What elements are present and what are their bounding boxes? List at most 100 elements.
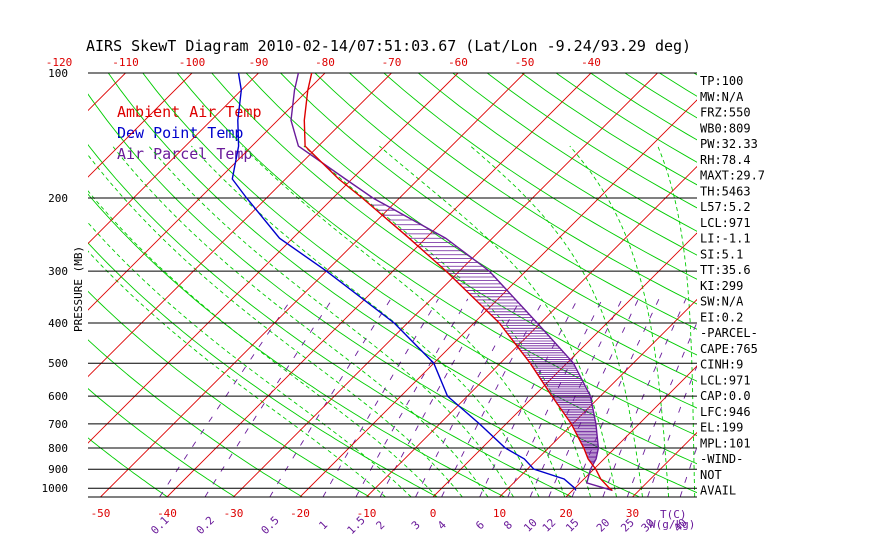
dry-adiabat-line (866, 73, 870, 497)
isotherm-line (0, 73, 59, 497)
top-temp-tick-label: -70 (382, 56, 402, 69)
bottom-temp-tick-label: -30 (224, 507, 244, 520)
moist-adiabat-line (657, 145, 696, 497)
mixing-ratio-tick-label: 20 (594, 516, 613, 535)
dry-adiabat-line (349, 73, 697, 305)
mixing-ratio-line (415, 298, 522, 497)
isotherm-line (88, 73, 193, 178)
dry-adiabat-line (383, 73, 697, 280)
x-axis-label-temp: T(C) (660, 508, 687, 521)
dry-adiabat-line (176, 73, 697, 437)
dry-adiabat-line (797, 73, 870, 497)
stat-entry: EL:199 (700, 421, 743, 435)
pressure-tick-label: 300 (48, 265, 68, 278)
moist-adiabat-line (379, 145, 617, 497)
stat-entry: FRZ:550 (700, 106, 751, 120)
dry-adiabat-line (832, 73, 870, 497)
mixing-ratio-tick-label: 3 (409, 518, 423, 532)
isotherm-line (166, 73, 592, 497)
legend-entry: Air Parcel Temp (117, 145, 252, 163)
mixing-ratio-tick-label: 2 (374, 518, 388, 532)
top-temp-tick-label: -90 (249, 56, 269, 69)
isotherm-line (88, 73, 326, 311)
mixing-ratio-tick-label: 12 (540, 516, 559, 535)
stat-entry: LI:-1.1 (700, 232, 751, 246)
dry-adiabat-line (88, 193, 505, 497)
dry-adiabat-line (486, 73, 697, 209)
stat-entry: LCL:971 (700, 373, 751, 387)
top-temp-tick-label: -100 (179, 56, 206, 69)
legend: Ambient Air Temp Dew Point Temp Air Parcel… (117, 103, 262, 163)
isotherm-line (88, 73, 259, 245)
moist-adiabat-line (470, 145, 643, 497)
top-temp-tick-label: -110 (112, 56, 139, 69)
dry-adiabat-line (88, 144, 573, 497)
dry-adiabat-line (88, 290, 371, 497)
stat-entry: SW:N/A (700, 295, 744, 309)
isotherm-line (100, 73, 525, 497)
bottom-temp-tick-label: 20 (559, 507, 572, 520)
mixing-ratio-line (379, 298, 490, 497)
stat-entry: CAP:0.0 (700, 389, 751, 403)
stat-entry: NOT (700, 468, 722, 482)
temperature-line (303, 73, 613, 492)
top-temp-tick-label: -80 (315, 56, 335, 69)
mixing-ratio-tick-label: 4 (435, 518, 449, 532)
isotherm-line (766, 73, 870, 497)
isotherm-line (88, 73, 392, 378)
chart-title: AIRS SkewT Diagram 2010-02-14/07:51:03.6… (86, 37, 691, 55)
bottom-temp-tick-label: 30 (626, 507, 639, 520)
mixing-ratio-tick-label: 1 (316, 518, 330, 532)
stat-entry: MPL:101 (700, 436, 751, 450)
isotherm-line (432, 232, 697, 497)
bottom-temp-tick-label: 0 (430, 507, 437, 520)
isotherm-line (88, 73, 126, 112)
moist-adiabat-line (191, 145, 540, 497)
stat-entry: KI:299 (700, 279, 743, 293)
legend-entry: Dew Point Temp (117, 124, 243, 142)
top-temp-tick-label: -40 (581, 56, 601, 69)
dry-adiabat-line (88, 242, 438, 497)
pressure-tick-label: 200 (48, 192, 68, 205)
dry-adiabat-line (88, 388, 236, 497)
dry-adiabat-line (88, 437, 168, 497)
stat-entry: LFC:946 (700, 405, 751, 419)
pressure-tick-label: 500 (48, 357, 68, 370)
grid (0, 72, 870, 498)
top-temp-tick-label: -50 (515, 56, 535, 69)
pressure-tick-label: 700 (48, 418, 68, 431)
mixing-ratio-line (322, 298, 439, 497)
stat-entry: MW:N/A (700, 90, 744, 104)
mixing-ratio-tick-label: 10 (521, 516, 540, 535)
top-temp-tick-label: -60 (448, 56, 468, 69)
stat-entry: TH:5463 (700, 184, 751, 198)
stat-entry: RH:78.4 (700, 153, 751, 167)
top-temp-tick-label: -120 (46, 56, 73, 69)
dry-adiabat-line (280, 73, 697, 356)
bottom-temp-tick-label: -40 (157, 507, 177, 520)
stat-entry: SI:5.1 (700, 247, 743, 261)
stat-entry: -WIND- (700, 452, 743, 466)
moist-adiabat-line (88, 190, 438, 497)
isotherm-line (565, 365, 697, 497)
dry-adiabat-line (418, 73, 697, 256)
stat-entry: L57:5.2 (700, 200, 751, 214)
dry-adiabat-line (211, 73, 697, 409)
dry-adiabat-line (314, 73, 697, 330)
x-axis-label-mixing: W(g/kg) (649, 518, 695, 531)
bottom-temp-tick-label: -50 (91, 507, 111, 520)
moist-adiabat-line (88, 222, 412, 497)
pressure-tick-label: 1000 (42, 482, 69, 495)
bottom-temp-tick-label: -10 (357, 507, 377, 520)
dry-adiabat-line (763, 73, 870, 497)
stat-entry: TP:100 (700, 74, 743, 88)
moist-adiabat-line (569, 145, 670, 497)
moist-adiabat-line (112, 145, 489, 497)
isotherm-line (499, 298, 697, 497)
pressure-tick-label: 600 (48, 390, 68, 403)
mixing-ratio-line (355, 298, 469, 497)
pressure-tick-label: 900 (48, 463, 68, 476)
pressure-tick-label: 400 (48, 317, 68, 330)
dewpoint-line (231, 73, 577, 491)
mixing-ratio-tick-label: 8 (501, 518, 515, 532)
